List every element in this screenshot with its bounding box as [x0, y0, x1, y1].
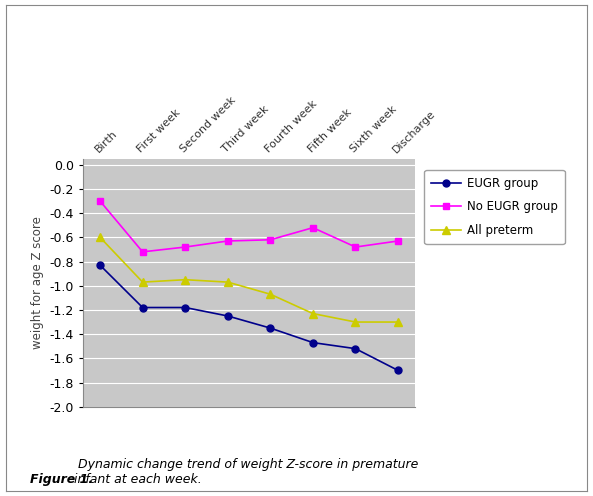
No EUGR group	[267, 237, 274, 243]
Line: EUGR group: EUGR group	[97, 262, 401, 374]
No EUGR group	[352, 244, 359, 250]
No EUGR group	[97, 198, 104, 204]
All preterm	[310, 310, 317, 316]
EUGR group	[224, 313, 231, 319]
EUGR group	[310, 340, 317, 346]
EUGR group	[267, 325, 274, 331]
EUGR group	[352, 346, 359, 352]
No EUGR group	[139, 249, 146, 255]
Legend: EUGR group, No EUGR group, All preterm: EUGR group, No EUGR group, All preterm	[425, 170, 565, 244]
Line: All preterm: All preterm	[96, 233, 402, 326]
No EUGR group	[181, 244, 189, 250]
EUGR group	[394, 368, 401, 373]
All preterm	[267, 291, 274, 297]
All preterm	[352, 319, 359, 325]
All preterm	[97, 235, 104, 241]
All preterm	[181, 277, 189, 283]
Line: No EUGR group: No EUGR group	[97, 197, 401, 255]
Text: Dynamic change trend of weight Z-score in premature
infant at each week.: Dynamic change trend of weight Z-score i…	[74, 458, 419, 486]
Y-axis label: weight for age Z score: weight for age Z score	[31, 216, 44, 349]
No EUGR group	[394, 238, 401, 244]
All preterm	[394, 319, 401, 325]
All preterm	[224, 279, 231, 285]
No EUGR group	[224, 238, 231, 244]
EUGR group	[97, 262, 104, 268]
All preterm	[139, 279, 146, 285]
Text: Figure 1.: Figure 1.	[30, 473, 93, 486]
No EUGR group	[310, 225, 317, 231]
EUGR group	[139, 305, 146, 310]
EUGR group	[181, 305, 189, 310]
